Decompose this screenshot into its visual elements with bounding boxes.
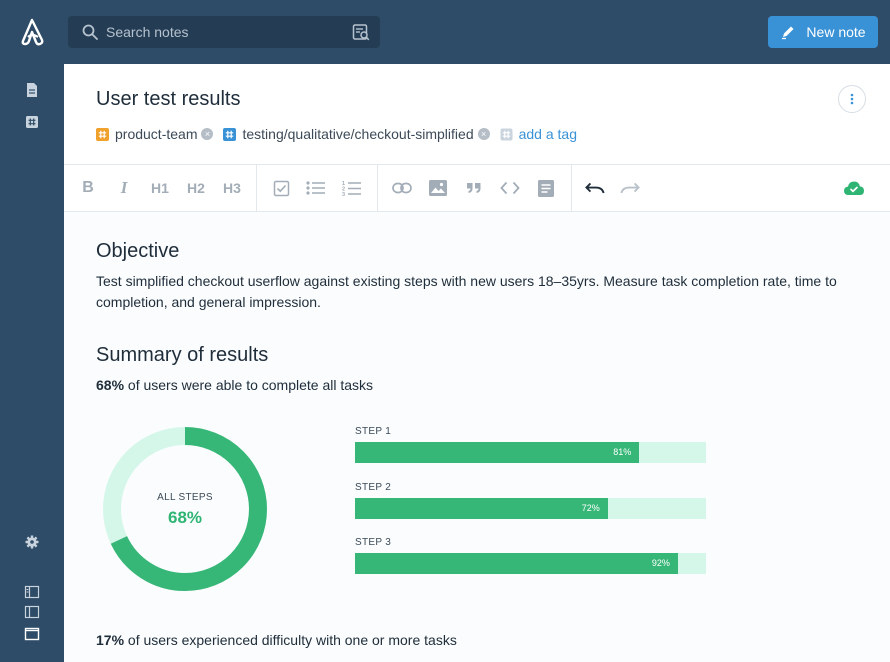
remove-tag-icon[interactable]: × [201, 128, 214, 140]
code-icon[interactable] [500, 178, 520, 198]
objective-text: Test simplified checkout userflow agains… [96, 273, 837, 310]
more-options-button[interactable] [838, 85, 866, 113]
search-input[interactable] [106, 16, 336, 48]
pencil-icon [782, 26, 794, 40]
note-title[interactable]: User test results [96, 88, 241, 110]
step-value-label: 72% [581, 503, 600, 513]
tag-hash-icon [223, 127, 237, 141]
step-value-label: 92% [651, 558, 670, 568]
bold-icon[interactable]: B [82, 179, 94, 196]
svg-text:2: 2 [342, 186, 345, 192]
note-editor: User test results product-team × testing… [64, 64, 890, 662]
tag-hash-icon [500, 128, 513, 140]
quote-icon[interactable] [464, 178, 484, 198]
donut-value: 68% [167, 508, 203, 527]
sidebar [0, 64, 64, 662]
search-options-icon[interactable] [352, 23, 370, 41]
layout-alt-icon[interactable] [24, 604, 40, 620]
redo-icon[interactable] [620, 178, 640, 198]
svg-text:1: 1 [342, 181, 345, 187]
heading2-button[interactable]: H2 [187, 180, 205, 196]
step-bar-track: 72% [355, 498, 706, 519]
step-label: STEP 3 [355, 537, 392, 548]
toolbar-divider [377, 165, 378, 211]
image-icon[interactable] [428, 178, 448, 198]
remove-tag-icon[interactable]: × [477, 128, 490, 140]
step-bar [355, 442, 640, 463]
completion-donut-chart [103, 427, 267, 591]
app-logo-icon[interactable] [16, 16, 48, 48]
focus-icon[interactable] [24, 626, 40, 642]
step-bar-track: 92% [355, 553, 706, 574]
step-label: STEP 1 [355, 426, 392, 437]
step-label: STEP 2 [355, 482, 392, 493]
new-note-label: New note [806, 24, 866, 40]
completion-summary: 68% of users were able to complete all t… [96, 375, 866, 396]
link-icon[interactable] [392, 178, 412, 198]
text-block-icon[interactable] [536, 178, 556, 198]
donut-label: ALL STEPS [157, 492, 213, 503]
donut-fill [103, 427, 267, 591]
bulleted-list-icon[interactable] [306, 178, 326, 198]
objective-heading: Objective [96, 240, 180, 262]
note-content[interactable]: Objective Test simplified checkout userf… [64, 212, 890, 662]
svg-text:3: 3 [342, 192, 345, 197]
difficulty-summary: 17% of users experienced difficulty with… [96, 630, 866, 651]
summary-heading: Summary of results [96, 344, 269, 366]
gear-icon[interactable] [24, 534, 40, 550]
completion-text: of users were able to complete all tasks [124, 377, 374, 393]
notes-icon[interactable] [24, 82, 40, 98]
new-note-button[interactable]: New note [768, 16, 878, 48]
tag-chip[interactable]: testing/qualitative/checkout-simplified … [223, 126, 490, 142]
step-bar [355, 498, 608, 519]
search-bar[interactable] [68, 16, 380, 48]
heading3-button[interactable]: H3 [223, 180, 241, 196]
add-tag-button[interactable]: add a tag [500, 126, 577, 142]
italic-icon[interactable]: I [120, 178, 128, 197]
difficulty-percent: 17% [96, 632, 125, 648]
step-bar-track: 81% [355, 442, 706, 463]
completion-percent: 68% [96, 377, 125, 393]
tag-list: product-team × testing/qualitative/check… [96, 126, 577, 142]
more-vertical-icon [850, 93, 854, 105]
heading1-button[interactable]: H1 [151, 180, 169, 196]
checklist-icon[interactable] [271, 178, 291, 198]
cloud-synced-icon [843, 178, 865, 198]
toolbar-divider [256, 165, 257, 211]
layout-icon[interactable] [24, 584, 40, 600]
step-bar [355, 553, 678, 574]
search-icon [82, 24, 98, 40]
toolbar-divider [571, 165, 572, 211]
tag-label: testing/qualitative/checkout-simplified [242, 126, 474, 142]
tag-label: product-team [115, 126, 198, 142]
step-value-label: 81% [613, 447, 632, 457]
top-bar: New note [0, 0, 890, 64]
tags-icon[interactable] [24, 114, 40, 130]
add-tag-label: add a tag [518, 126, 577, 142]
difficulty-text: of users experienced difficulty with one… [124, 632, 457, 648]
tag-chip[interactable]: product-team × [96, 126, 214, 142]
tag-hash-icon [96, 127, 109, 141]
undo-icon[interactable] [585, 178, 605, 198]
